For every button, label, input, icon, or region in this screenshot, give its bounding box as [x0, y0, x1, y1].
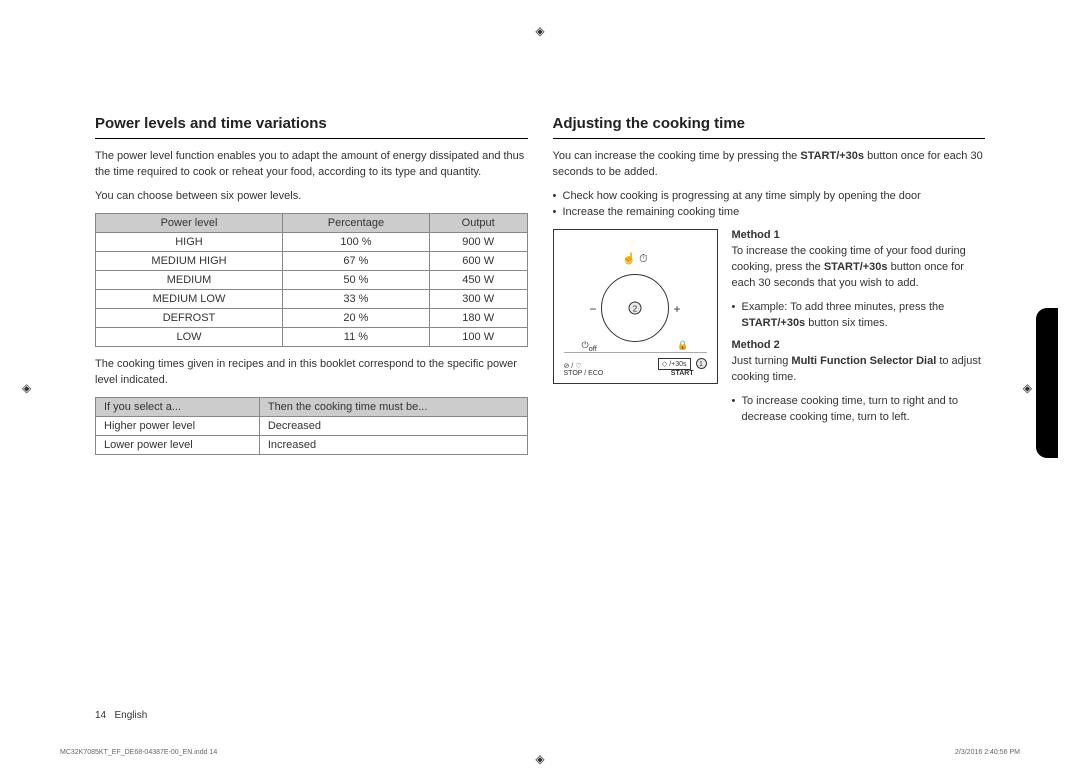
start-button-label: ◇ /+30s 1 START — [658, 358, 707, 377]
th-percentage: Percentage — [282, 213, 429, 232]
table-row: MEDIUM LOW33 %300 W — [96, 289, 528, 308]
time-guide-table: If you select a... Then the cooking time… — [95, 397, 528, 455]
stop-eco-label: ⊘ / ♡STOP / ECO — [564, 362, 604, 377]
section-title-adjust: Adjusting the cooking time — [553, 115, 986, 139]
minus-icon: − — [590, 302, 597, 316]
th-output: Output — [429, 213, 527, 232]
method1-example: Example: To add three minutes, press the… — [732, 300, 986, 332]
method2-title: Method 2 — [732, 339, 986, 351]
imprint-file: MC32K7085KT_EF_DE68-04387E-00_EN.indd 14 — [60, 749, 217, 756]
table-row: HIGH100 %900 W — [96, 232, 528, 251]
intro-text-1: The power level function enables you to … — [95, 149, 528, 181]
table-row: LOW11 %100 W — [96, 327, 528, 346]
table-row: MEDIUM50 %450 W — [96, 270, 528, 289]
plus-icon: + — [673, 302, 680, 316]
imprint-footer: MC32K7085KT_EF_DE68-04387E-00_EN.indd 14… — [60, 749, 1020, 756]
table-row: DEFROST20 %180 W — [96, 308, 528, 327]
table-row: Lower power levelIncreased — [96, 435, 528, 454]
table-row: Higher power levelDecreased — [96, 416, 528, 435]
hand-clock-icon: ☝ ⏱ — [622, 252, 647, 266]
method2-bullet: To increase cooking time, turn to right … — [732, 394, 986, 426]
off-icon: ⏻off — [582, 340, 597, 353]
right-column: Adjusting the cooking time You can incre… — [553, 115, 986, 465]
left-column: Power levels and time variations The pow… — [95, 115, 528, 465]
adjust-intro: You can increase the cooking time by pre… — [553, 149, 986, 181]
imprint-timestamp: 2/3/2016 2:40:56 PM — [955, 749, 1020, 756]
start-number-badge: 1 — [696, 358, 707, 369]
power-level-table: Power level Percentage Output HIGH100 %9… — [95, 213, 528, 347]
bullet-1: Check how cooking is progressing at any … — [553, 189, 986, 205]
crop-mark-right: ◈ — [1023, 381, 1032, 395]
table-row: MEDIUM HIGH67 %600 W — [96, 251, 528, 270]
intro-text-2: You can choose between six power levels. — [95, 189, 528, 205]
side-tab — [1036, 308, 1058, 458]
methods-text: Method 1 To increase the cooking time of… — [732, 229, 986, 426]
section-title-power: Power levels and time variations — [95, 115, 528, 139]
dial-number-badge: 2 — [629, 301, 642, 314]
bullet-2: Increase the remaining cooking time — [553, 205, 986, 221]
power-note: The cooking times given in recipes and i… — [95, 357, 528, 389]
method1-title: Method 1 — [732, 229, 986, 241]
th-time: Then the cooking time must be... — [259, 397, 527, 416]
lock-icon: 🔒 — [677, 340, 688, 351]
page-content: Power levels and time variations The pow… — [0, 0, 1080, 505]
method1-text: To increase the cooking time of your foo… — [732, 244, 986, 292]
control-panel-diagram: ☝ ⏱ 2 − + ⏻off 🔒 ⊘ / ♡STOP / ECO ◇ /+30s… — [553, 229, 718, 384]
selector-dial-icon: 2 — [601, 274, 669, 342]
page-footer: 14 English — [95, 710, 147, 721]
th-power: Power level — [96, 213, 283, 232]
adjust-bullets: Check how cooking is progressing at any … — [553, 189, 986, 221]
crop-mark-left: ◈ — [22, 381, 31, 395]
th-select: If you select a... — [96, 397, 260, 416]
method2-text: Just turning Multi Function Selector Dia… — [732, 354, 986, 386]
crop-mark-top: ◈ — [535, 24, 544, 38]
